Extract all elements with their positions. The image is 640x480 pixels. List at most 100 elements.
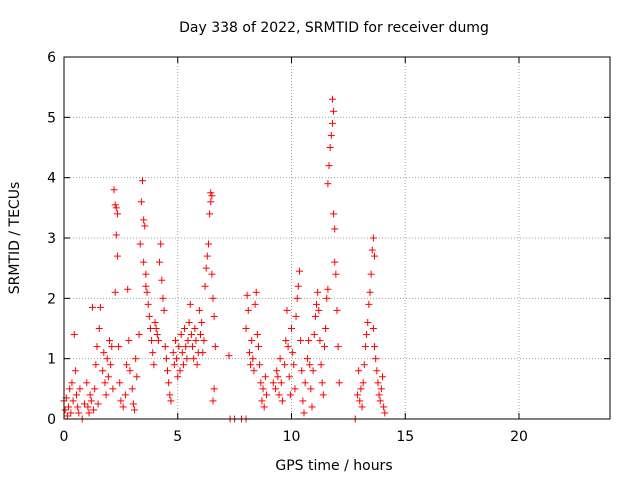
data-point	[331, 225, 339, 233]
data-point	[281, 361, 289, 369]
data-point	[283, 306, 291, 314]
data-point	[295, 267, 303, 275]
data-point	[113, 210, 121, 218]
data-point	[137, 198, 145, 206]
data-point	[332, 270, 340, 278]
data-point	[251, 300, 259, 308]
data-point	[252, 288, 260, 296]
data-point	[100, 349, 108, 357]
data-point	[242, 325, 250, 332]
data-point	[367, 270, 375, 278]
data-point	[291, 385, 299, 393]
data-point	[360, 361, 368, 369]
data-point	[151, 318, 159, 326]
data-point	[324, 285, 332, 293]
data-point	[377, 385, 385, 393]
data-point	[104, 373, 112, 381]
data-point	[187, 331, 195, 339]
data-point	[334, 343, 342, 351]
data-point	[258, 397, 266, 405]
data-point	[185, 318, 193, 326]
data-point	[61, 406, 69, 414]
data-point	[69, 397, 77, 405]
data-point	[253, 331, 261, 339]
data-point	[111, 288, 119, 296]
data-point	[84, 403, 92, 411]
data-point	[244, 306, 252, 314]
chart-title: Day 338 of 2022, SRMTID for receiver dum…	[179, 20, 489, 36]
data-point	[175, 343, 183, 351]
x-tick-label: 20	[510, 429, 528, 445]
data-point	[113, 252, 121, 260]
data-point	[68, 379, 76, 387]
data-point	[116, 379, 124, 387]
data-point	[276, 355, 284, 363]
data-point	[142, 270, 150, 278]
data-point	[71, 367, 79, 375]
y-tick-label: 5	[47, 110, 56, 126]
data-point	[112, 204, 120, 212]
data-point	[333, 306, 341, 314]
data-point	[293, 294, 301, 302]
x-tick-label: 10	[283, 429, 301, 445]
data-point	[181, 325, 189, 332]
data-point	[328, 95, 336, 103]
data-point	[285, 373, 293, 381]
data-point	[156, 258, 164, 266]
data-point	[208, 270, 216, 278]
data-point	[369, 234, 377, 242]
data-point	[327, 131, 335, 139]
data-point	[129, 400, 137, 408]
data-point	[256, 361, 264, 369]
data-point	[136, 240, 144, 248]
data-point	[273, 367, 281, 375]
data-point	[164, 367, 172, 375]
data-point	[88, 303, 96, 311]
data-point	[161, 343, 169, 351]
data-point	[166, 391, 174, 399]
data-point	[249, 355, 257, 363]
data-point	[165, 379, 173, 387]
data-point	[140, 258, 148, 266]
data-point	[298, 367, 306, 375]
data-point	[208, 192, 216, 200]
data-point	[128, 385, 136, 393]
axis-tick-labels: 0 5 10 15 20 0 1 2 3 4 5 6	[47, 50, 528, 445]
data-point	[135, 331, 143, 339]
data-point	[260, 403, 268, 411]
data-point	[369, 325, 377, 332]
data-point	[154, 337, 162, 345]
data-point	[301, 379, 309, 387]
data-point	[99, 367, 107, 375]
data-point	[189, 343, 197, 351]
data-point	[250, 367, 258, 375]
data-point	[317, 361, 325, 369]
data-point	[108, 343, 116, 351]
data-point	[320, 343, 328, 351]
data-point	[183, 355, 191, 363]
data-point	[115, 343, 123, 351]
data-point	[158, 276, 166, 284]
data-point	[198, 318, 206, 326]
data-point	[292, 312, 300, 320]
data-point	[306, 361, 314, 369]
grid-lines	[64, 57, 610, 419]
data-point	[209, 397, 217, 405]
data-point	[70, 331, 78, 339]
data-point	[167, 397, 175, 405]
data-point	[66, 385, 74, 393]
y-tick-label: 0	[47, 412, 56, 428]
data-point	[323, 294, 331, 302]
data-point	[305, 337, 313, 345]
data-point	[225, 352, 233, 360]
data-point	[207, 198, 215, 206]
data-point	[65, 403, 73, 411]
data-point	[138, 177, 146, 185]
data-point	[132, 355, 140, 363]
data-point	[195, 306, 203, 314]
data-point	[324, 180, 332, 188]
data-point	[358, 403, 366, 411]
data-point	[157, 240, 165, 248]
data-point	[368, 246, 376, 254]
